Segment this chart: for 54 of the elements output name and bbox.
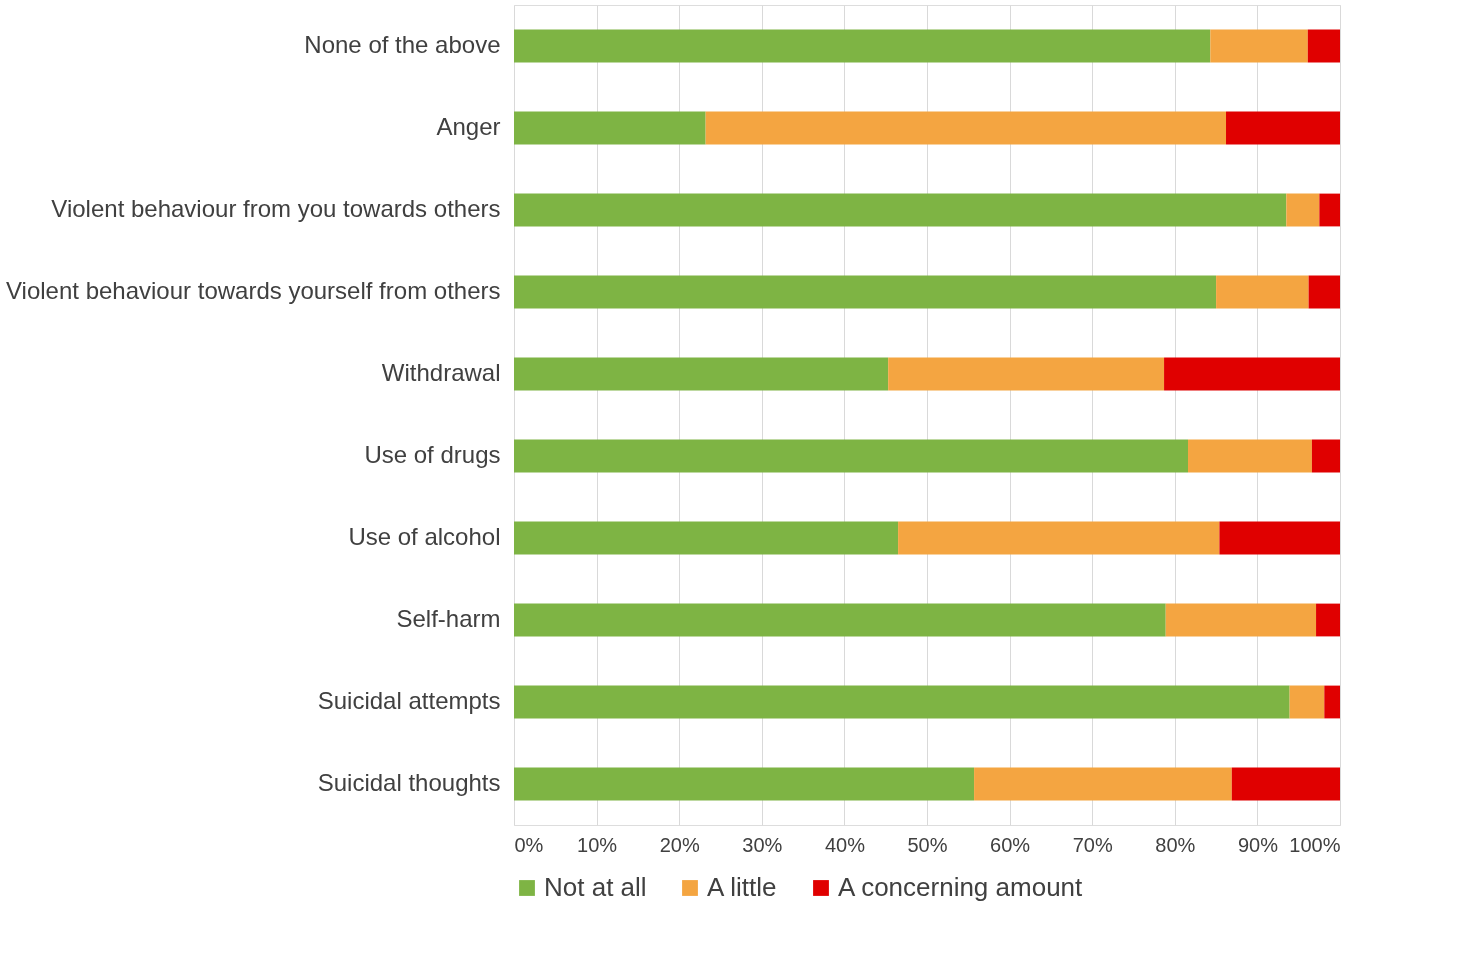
bar (514, 521, 899, 555)
bar (705, 111, 1227, 145)
bar (1188, 439, 1312, 473)
x-tick-label: 10% (577, 833, 618, 856)
bar (514, 685, 1290, 719)
bar (514, 29, 1211, 63)
bar (1307, 29, 1340, 63)
x-tick-label: 20% (659, 833, 700, 856)
bar (514, 357, 889, 391)
y-tick-label: Withdrawal (381, 359, 501, 386)
x-tick-label: 70% (1072, 833, 1113, 856)
bar (1316, 603, 1340, 637)
bar (514, 603, 1166, 637)
bar (514, 193, 1287, 227)
bar (888, 357, 1165, 391)
x-tick-label: 100% (1289, 833, 1341, 856)
bar (514, 767, 975, 801)
y-tick-label: Anger (436, 113, 501, 140)
x-tick-label: 60% (990, 833, 1031, 856)
bar (1319, 193, 1340, 227)
legend-label: Not at all (544, 872, 647, 902)
x-tick-label: 90% (1237, 833, 1279, 856)
y-tick-label: Use of alcohol (348, 523, 501, 550)
bar (898, 521, 1220, 555)
bar (1324, 685, 1340, 719)
x-tick-label: 50% (907, 833, 948, 856)
y-tick-label: Self-harm (396, 605, 501, 632)
x-tick-label: 40% (824, 833, 866, 856)
bar (1216, 275, 1309, 309)
y-tick-label: Suicidal thoughts (317, 769, 501, 796)
bar (1286, 193, 1320, 227)
bar (514, 439, 1189, 473)
bar (974, 767, 1232, 801)
bar (1231, 767, 1340, 801)
bar (1289, 685, 1325, 719)
x-tick-label: 0% (514, 833, 544, 856)
bar (1165, 603, 1317, 637)
bar (1308, 275, 1340, 309)
bar (514, 275, 1217, 309)
bar (1210, 29, 1308, 63)
bar (1226, 111, 1340, 145)
legend-label: A concerning amount (838, 872, 1084, 902)
bar (1219, 521, 1340, 555)
bar (1164, 357, 1340, 391)
y-tick-label: None of the above (304, 31, 501, 58)
y-tick-label: Suicidal attempts (317, 687, 501, 714)
bar (514, 111, 706, 145)
x-tick-label: 30% (742, 833, 783, 856)
y-tick-label: Violent behaviour towards yourself from others (6, 277, 501, 304)
y-tick-label: Violent behaviour from you towards others (51, 195, 501, 222)
legend-label: A little (707, 872, 777, 902)
y-tick-label: Use of drugs (364, 441, 501, 468)
bar (1311, 439, 1340, 473)
x-tick-label: 80% (1155, 833, 1196, 856)
